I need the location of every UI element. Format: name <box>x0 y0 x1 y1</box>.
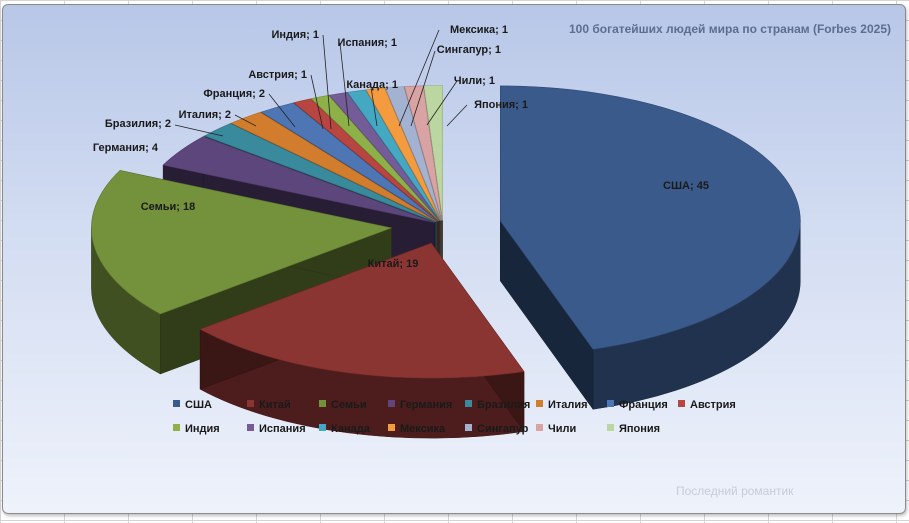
legend-swatch-9 <box>173 424 180 431</box>
data-label-13: Сингапур; 1 <box>437 44 501 56</box>
data-label-8: Австрия; 1 <box>248 69 307 81</box>
chart-title: 100 богатейших людей мира по странам (Fo… <box>569 22 891 36</box>
legend-swatch-14 <box>536 424 543 431</box>
data-label-5: Бразилия; 2 <box>105 118 171 130</box>
leader-line-5 <box>174 124 224 137</box>
slice-9[interactable] <box>310 95 440 222</box>
legend-swatch-11 <box>319 424 326 431</box>
legend-swatch-5 <box>465 400 472 407</box>
slice-4[interactable] <box>162 136 435 223</box>
legend-label-15[interactable]: Япония <box>619 423 660 435</box>
legend-swatch-12 <box>388 424 395 431</box>
leader-line-15 <box>446 104 468 127</box>
slice-11[interactable] <box>346 89 441 221</box>
leader-line-10 <box>339 42 350 127</box>
legend-label-12[interactable]: Мексика <box>400 423 446 435</box>
chart-area[interactable]: США; 45 Китай; 19 Семьи; 18 Германия; 4 Браз… <box>2 4 906 514</box>
legend-label-4[interactable]: Германия <box>400 399 452 411</box>
leader-line-7 <box>268 93 296 128</box>
slice-13[interactable] <box>384 86 442 221</box>
data-label-9: Индия; 1 <box>271 29 319 41</box>
leader-line-12 <box>398 29 440 127</box>
pie-chart: США; 45 Китай; 19 Семьи; 18 Германия; 4 Браз… <box>91 22 891 498</box>
leader-line-14 <box>426 80 458 126</box>
legend-swatch-15 <box>607 424 614 431</box>
slice-8[interactable] <box>293 98 439 222</box>
slice-14[interactable] <box>404 85 443 221</box>
slice-3[interactable] <box>91 170 393 315</box>
legend-label-11[interactable]: Канада <box>331 423 371 435</box>
legend-label-13[interactable]: Сингапур <box>477 423 529 435</box>
legend-label-14[interactable]: Чили <box>548 423 576 435</box>
data-label-11: Канада; 1 <box>346 79 398 91</box>
data-label-10: Испания; 1 <box>338 37 397 49</box>
data-label-7: Франция; 2 <box>203 88 265 100</box>
leader-line-6 <box>234 114 257 127</box>
watermark: Последний романтик <box>676 484 794 498</box>
data-label-14: Чили; 1 <box>454 75 495 87</box>
legend-swatch-3 <box>319 400 326 407</box>
legend-swatch-8 <box>678 400 685 407</box>
data-label-4: Германия; 4 <box>93 142 159 154</box>
legend-swatch-10 <box>247 424 254 431</box>
legend-label-1[interactable]: США <box>185 399 212 411</box>
slice-7[interactable] <box>260 102 438 222</box>
legend-label-8[interactable]: Австрия <box>690 399 736 411</box>
legend-swatch-4 <box>388 400 395 407</box>
slice-6[interactable] <box>230 111 437 222</box>
legend-swatch-7 <box>607 400 614 407</box>
data-label-2: Китай; 19 <box>368 258 419 270</box>
slice-1[interactable] <box>499 85 801 350</box>
data-label-3: Семьи; 18 <box>141 201 196 213</box>
legend-label-7[interactable]: Франция <box>619 399 668 411</box>
legend-label-3[interactable]: Семьи <box>331 399 367 411</box>
legend: США Китай Семьи Германия Бразилия Италия Франц… <box>173 399 736 435</box>
legend-label-9[interactable]: Индия <box>185 423 220 435</box>
legend-swatch-2 <box>247 400 254 407</box>
data-label-12: Мексика; 1 <box>450 24 508 36</box>
leader-line-11 <box>370 86 378 127</box>
slice-5[interactable] <box>203 123 436 223</box>
leader-lines <box>174 29 468 137</box>
leader-line-9 <box>322 34 332 130</box>
slice-12[interactable] <box>365 87 442 221</box>
legend-label-5[interactable]: Бразилия <box>477 399 530 411</box>
legend-label-10[interactable]: Испания <box>259 423 306 435</box>
slice-2[interactable] <box>199 242 525 379</box>
legend-swatch-13 <box>465 424 472 431</box>
leader-line-13 <box>410 50 436 127</box>
legend-swatch-1 <box>173 400 180 407</box>
data-label-1: США; 45 <box>663 180 709 192</box>
legend-label-2[interactable]: Китай <box>259 399 291 411</box>
data-labels: США; 45 Китай; 19 Семьи; 18 Германия; 4 Браз… <box>93 24 709 270</box>
leader-line-8 <box>310 74 324 130</box>
data-label-15: Япония; 1 <box>474 99 528 111</box>
data-label-6: Италия; 2 <box>179 109 231 121</box>
slice-tops <box>91 85 801 379</box>
legend-label-6[interactable]: Италия <box>548 399 588 411</box>
legend-swatch-6 <box>536 400 543 407</box>
slice-10[interactable] <box>328 92 440 221</box>
